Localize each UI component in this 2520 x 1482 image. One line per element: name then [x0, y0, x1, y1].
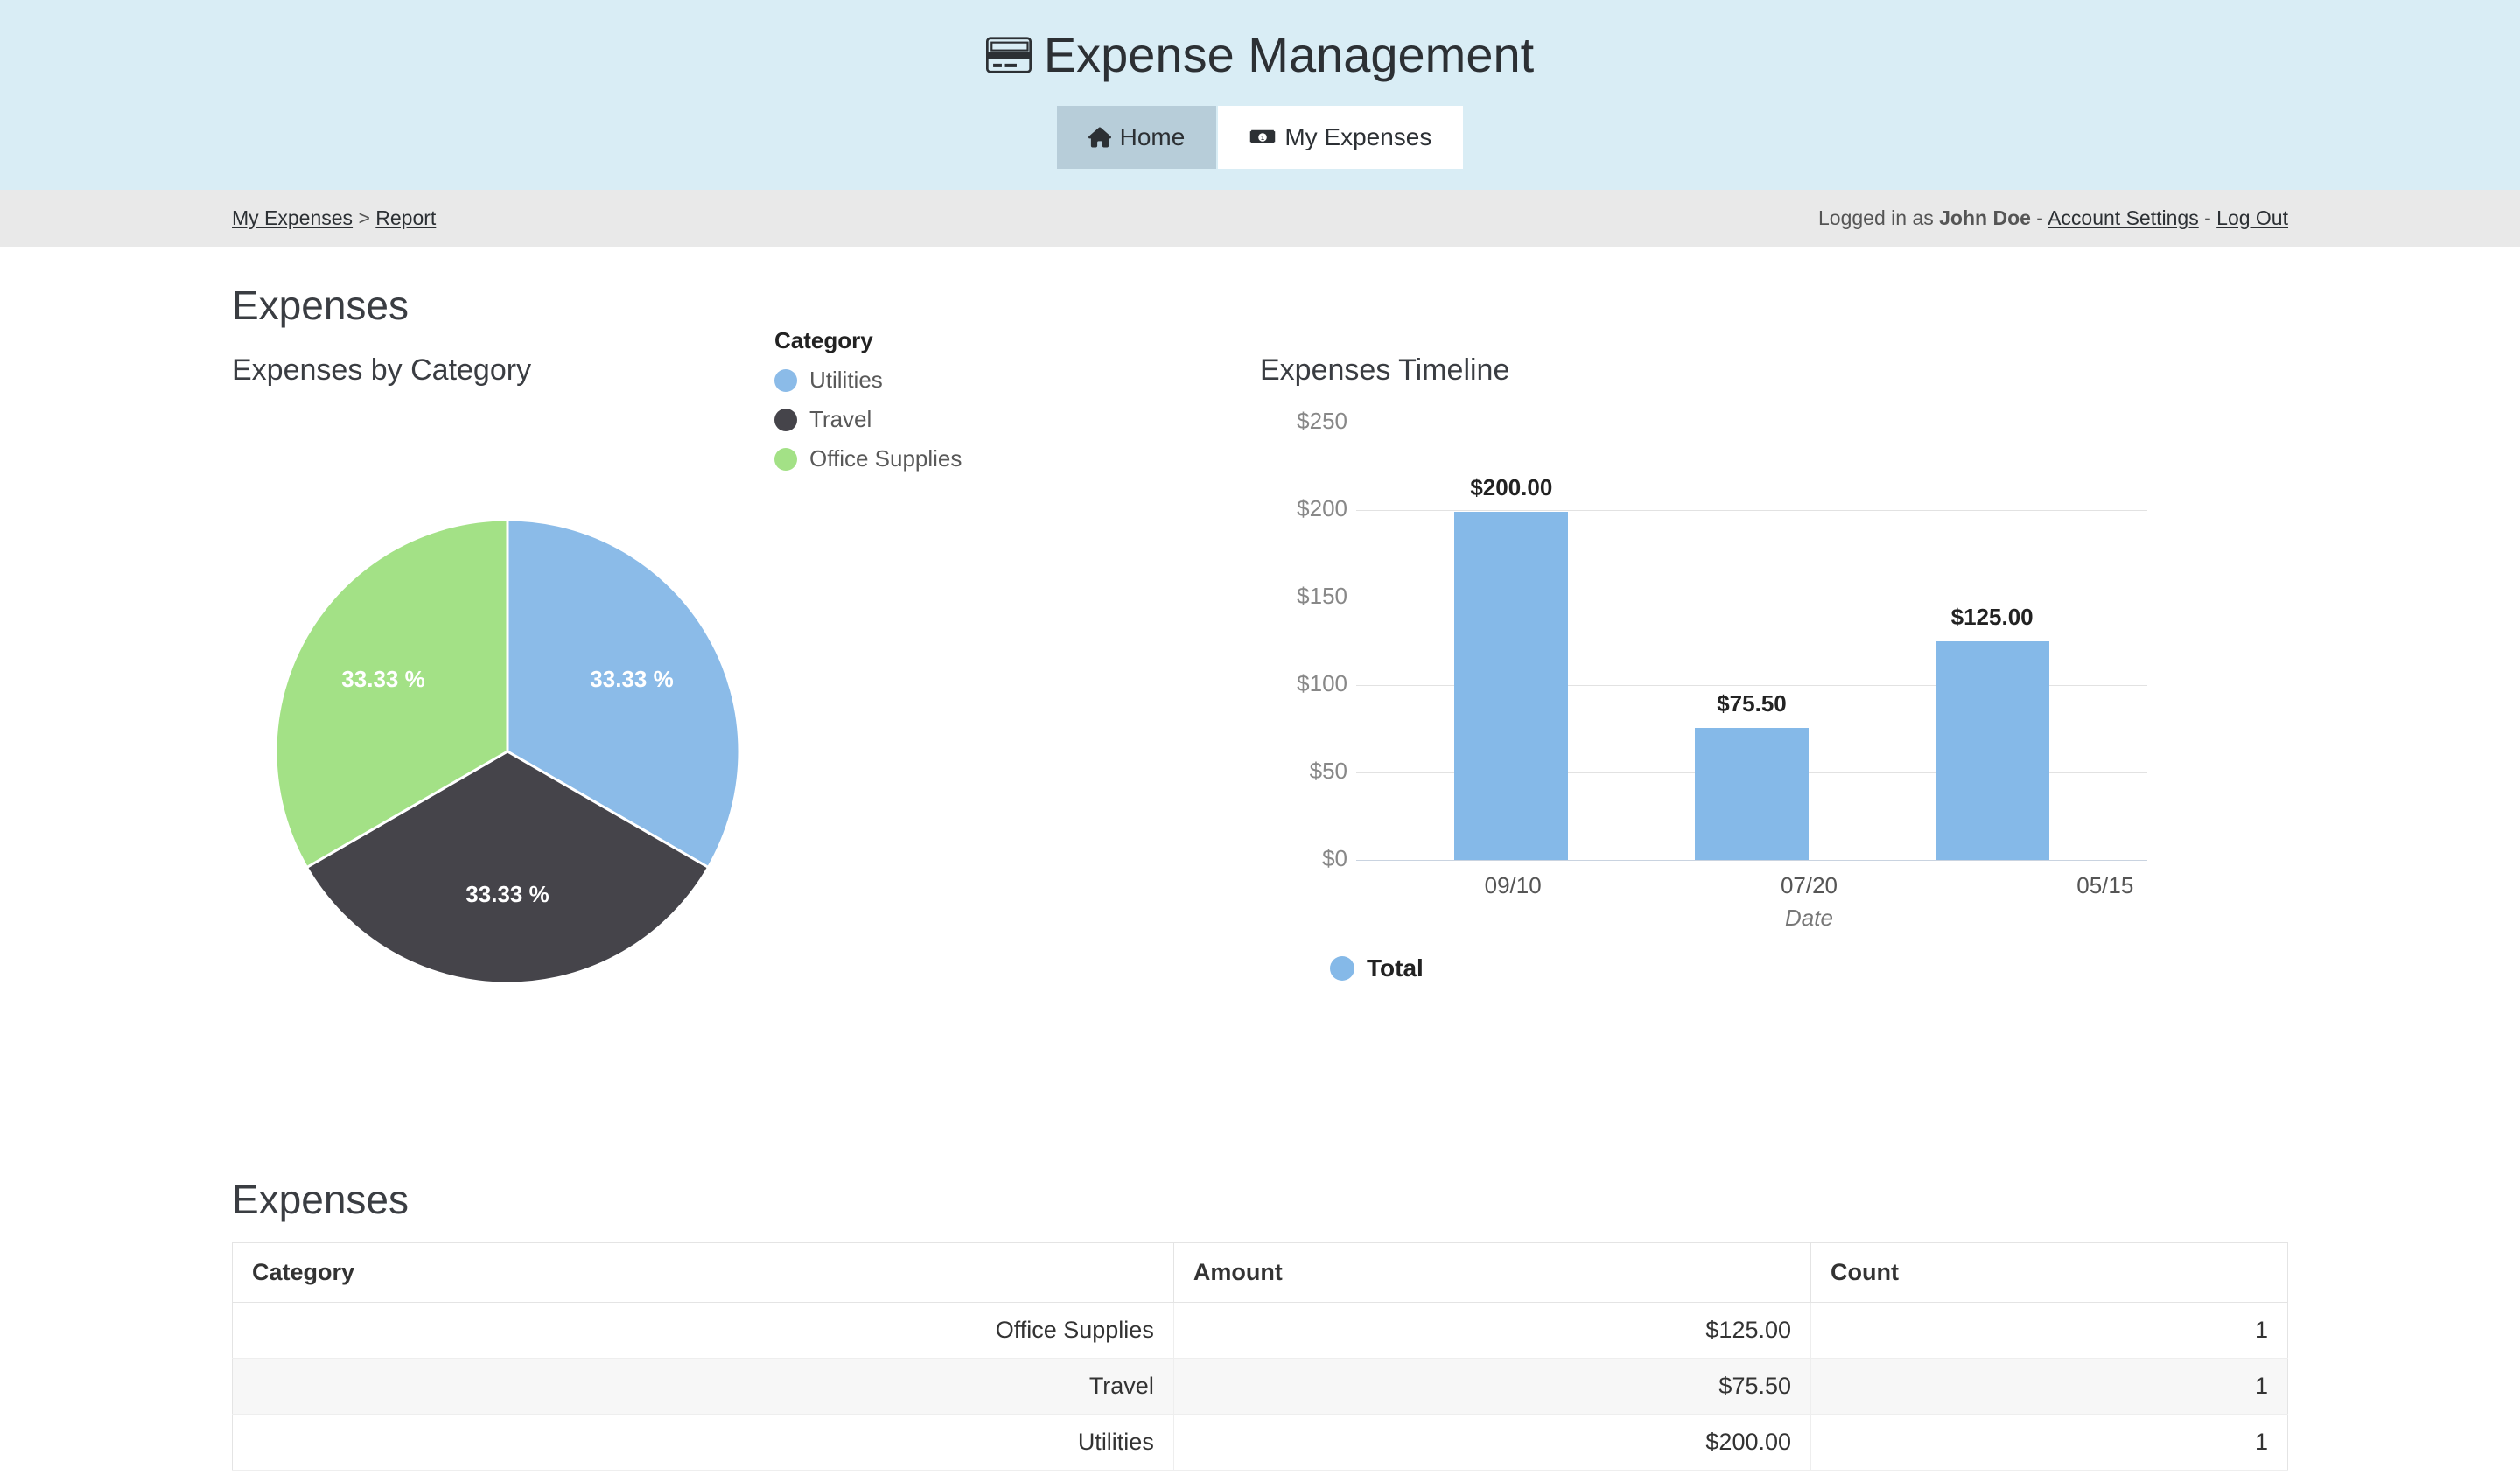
svg-text:33.33 %: 33.33 %	[466, 881, 549, 907]
svg-text:1: 1	[1261, 135, 1264, 142]
svg-text:33.33 %: 33.33 %	[341, 666, 424, 692]
svg-text:33.33 %: 33.33 %	[590, 666, 673, 692]
